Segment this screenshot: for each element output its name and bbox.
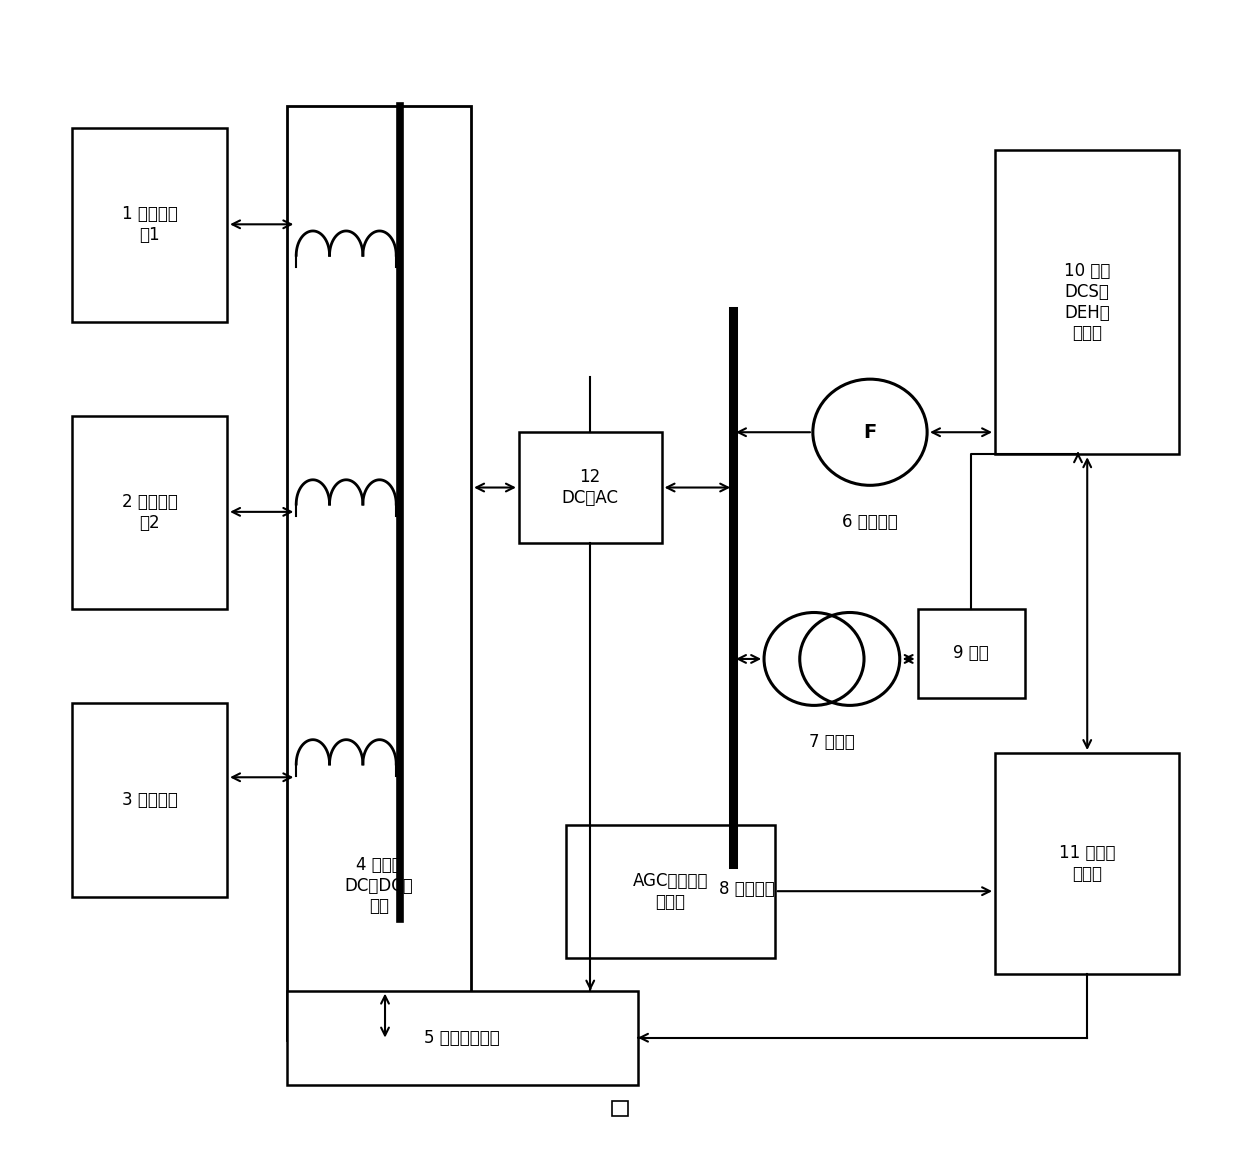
Text: 12
DC－AC: 12 DC－AC [562, 468, 619, 507]
Bar [518, 432, 662, 543]
Bar [994, 753, 1179, 975]
Bar [286, 991, 637, 1085]
Text: F: F [863, 423, 877, 441]
Text: 3 超级电容: 3 超级电容 [122, 791, 177, 809]
Text: 7 变压器: 7 变压器 [808, 733, 854, 751]
Text: 10 机组
DCS、
DEH控
制系统: 10 机组 DCS、 DEH控 制系统 [1064, 263, 1110, 342]
Text: 2 储能电池
组2: 2 储能电池 组2 [122, 493, 177, 532]
Text: AGC指令或一
次调频: AGC指令或一 次调频 [632, 872, 708, 910]
Text: 4 多端口
DC－DC变
换器: 4 多端口 DC－DC变 换器 [345, 856, 413, 916]
Bar [72, 703, 227, 896]
Bar [567, 825, 775, 957]
Bar [918, 609, 1024, 698]
Bar [286, 106, 471, 1040]
Bar [72, 416, 227, 609]
Bar [72, 128, 227, 321]
Text: 5 能量管理系统: 5 能量管理系统 [424, 1029, 500, 1047]
Text: 8 交流母线: 8 交流母线 [719, 880, 775, 899]
Bar [994, 150, 1179, 454]
Text: 9 电网: 9 电网 [954, 644, 990, 662]
Text: 1 储能电池
组1: 1 储能电池 组1 [122, 205, 177, 244]
Text: 11 负荷分
配系统: 11 负荷分 配系统 [1059, 844, 1116, 882]
Bar [613, 1101, 627, 1115]
Text: 6 发电机组: 6 发电机组 [842, 513, 898, 531]
